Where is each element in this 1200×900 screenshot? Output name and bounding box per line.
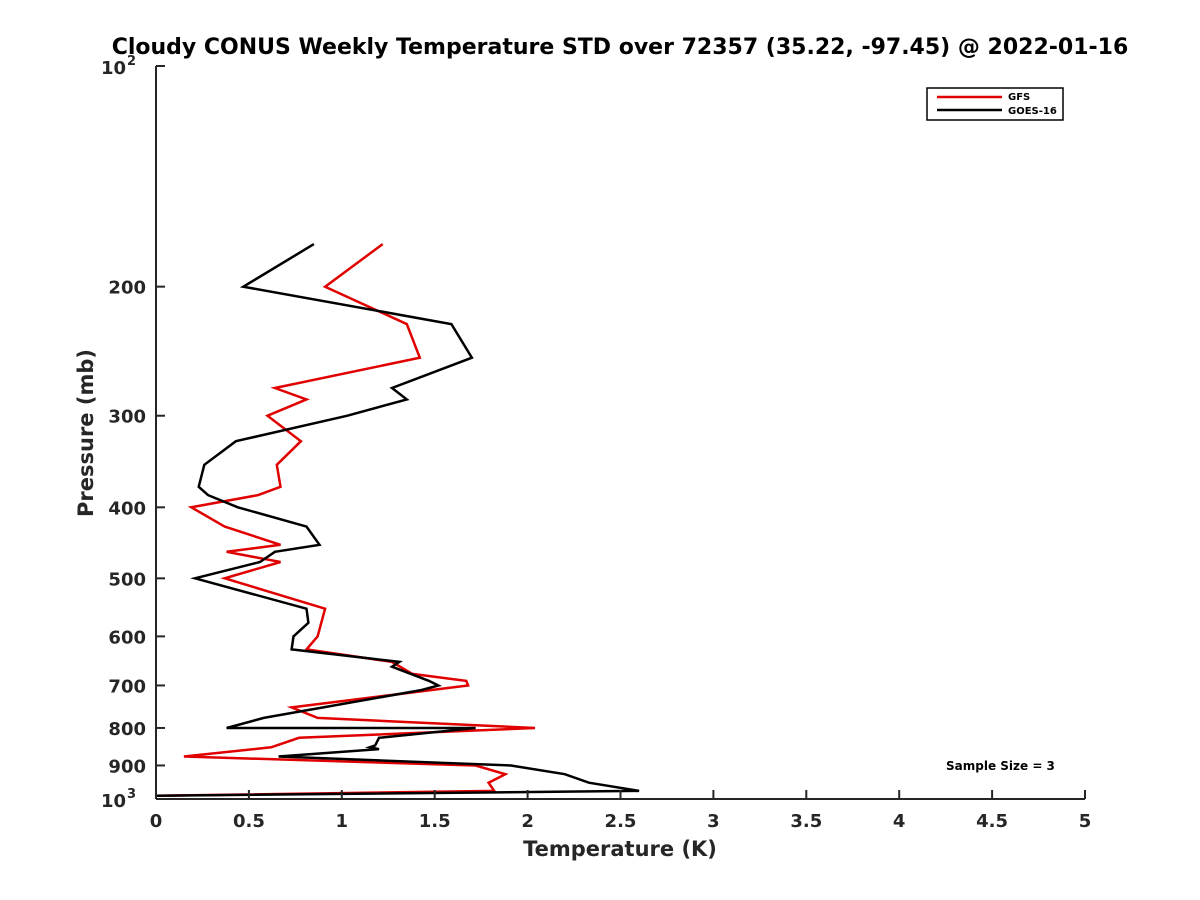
legend-label-goes-16: GOES-16 — [1008, 106, 1057, 117]
plot-curves — [155, 243, 640, 798]
y-tick-label: 10 — [101, 791, 126, 812]
x-tick-label: 2 — [521, 811, 534, 832]
y-tick-label: 300 — [108, 407, 146, 428]
y-tick-label: 700 — [108, 676, 146, 697]
x-axis-label: Temperature (K) — [523, 837, 717, 861]
sample-size-annotation: Sample Size = 3 — [946, 759, 1055, 773]
legend-label-gfs: GFS — [1008, 92, 1030, 103]
plot-axes — [155, 66, 1085, 800]
x-tick-label: 5 — [1079, 811, 1092, 832]
y-tick-exponent: 2 — [127, 54, 136, 69]
y-tick-label: 400 — [108, 498, 146, 519]
x-tick-label: 4 — [893, 811, 906, 832]
y-tick-label: 900 — [108, 756, 146, 777]
x-tick-label: 1.5 — [419, 811, 451, 832]
y-tick-exponent: 3 — [127, 787, 136, 802]
y-tick-label: 200 — [108, 278, 146, 299]
chart-title: Cloudy CONUS Weekly Temperature STD over… — [112, 35, 1129, 60]
y-tick-label: 800 — [108, 719, 146, 740]
x-tick-label: 3 — [707, 811, 720, 832]
x-tick-label: 1 — [336, 811, 349, 832]
series-line-goes-16 — [155, 243, 640, 798]
y-tick-label: 500 — [108, 569, 146, 590]
x-tick-label: 2.5 — [605, 811, 637, 832]
legend-box — [926, 87, 1064, 121]
x-tick-label: 0.5 — [233, 811, 265, 832]
legend: GFS GOES-16 — [926, 87, 1064, 121]
x-axis-ticks: 0 0.5 1 1.5 2 2.5 3 3.5 4 4.5 5 — [150, 790, 1092, 832]
y-tick-label: 10 — [101, 58, 126, 79]
x-tick-label: 3.5 — [790, 811, 822, 832]
y-axis-label: Pressure (mb) — [74, 349, 98, 517]
x-tick-label: 4.5 — [976, 811, 1008, 832]
x-tick-label: 0 — [150, 811, 163, 832]
series-line-gfs — [155, 243, 536, 798]
y-tick-label: 600 — [108, 627, 146, 648]
